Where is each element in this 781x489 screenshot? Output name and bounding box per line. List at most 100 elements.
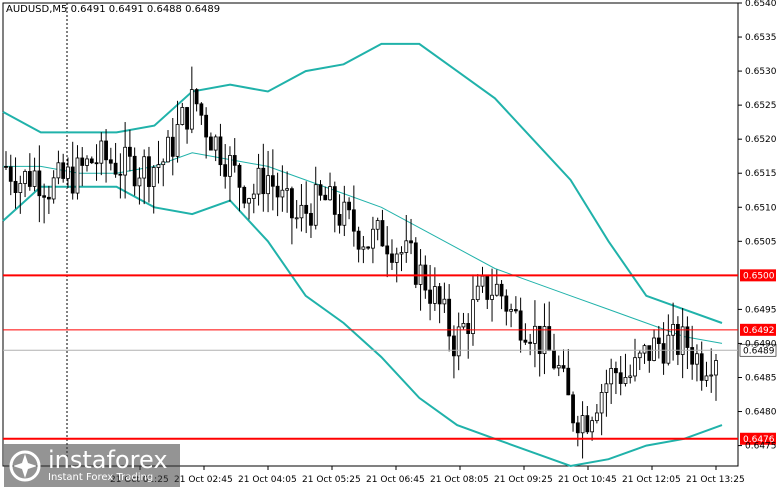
x-tick-label: 21 Oct 13:25 <box>686 475 745 485</box>
candle <box>347 197 351 220</box>
candle <box>170 117 175 176</box>
candle <box>108 147 113 171</box>
candle <box>213 134 218 162</box>
candle <box>61 153 66 183</box>
candle <box>571 391 575 432</box>
candle <box>699 341 704 391</box>
candle <box>361 235 366 264</box>
candle <box>528 333 533 356</box>
candle <box>147 146 151 203</box>
plot-frame <box>2 2 739 467</box>
candle <box>513 296 518 314</box>
candle <box>351 185 356 247</box>
candle <box>423 255 428 299</box>
candle <box>661 322 666 375</box>
candle <box>637 350 642 371</box>
candle <box>13 157 18 209</box>
candle <box>337 194 342 234</box>
candle <box>680 308 685 379</box>
candle <box>652 329 656 362</box>
candle <box>585 405 590 435</box>
candle <box>509 303 514 328</box>
candle <box>275 172 280 217</box>
candle <box>94 144 99 181</box>
candle <box>75 145 80 200</box>
candle <box>590 416 595 441</box>
candle <box>132 147 137 196</box>
candle <box>270 149 275 211</box>
candle <box>46 185 51 214</box>
candle <box>70 141 75 200</box>
instaforex-logo-icon <box>9 450 41 481</box>
candle <box>299 184 304 232</box>
level-label: 0.6492 <box>743 326 775 336</box>
candle <box>51 170 56 204</box>
candle <box>542 303 547 375</box>
y-tick-label: 0.6540 <box>745 0 777 9</box>
candle <box>104 129 108 183</box>
x-tick-label: 21 Oct 10:45 <box>558 475 617 485</box>
candle <box>166 130 170 163</box>
candle <box>323 186 328 201</box>
candle <box>42 183 47 224</box>
candle <box>37 145 42 223</box>
candle <box>523 323 528 345</box>
candle <box>604 369 609 417</box>
candle <box>137 167 142 205</box>
candle <box>656 325 661 359</box>
candle <box>80 147 85 187</box>
candle <box>185 106 189 144</box>
chart-title: AUDUSD,M5 0.6491 0.6491 0.6488 0.6489 <box>6 4 221 15</box>
candle <box>256 153 261 206</box>
y-tick-label: 0.6475 <box>745 442 777 452</box>
candle <box>566 348 571 396</box>
candle <box>318 180 323 201</box>
candle <box>127 129 132 172</box>
candle <box>237 163 242 212</box>
candle <box>175 100 180 163</box>
bollinger-upper-band <box>2 42 723 324</box>
candle <box>208 132 213 151</box>
candle <box>366 246 371 250</box>
candle <box>247 197 251 220</box>
candle <box>380 209 385 247</box>
y-tick-label: 0.6515 <box>745 169 777 179</box>
candle <box>266 150 270 213</box>
candle <box>675 316 680 366</box>
candle <box>504 289 509 326</box>
candle <box>218 123 223 176</box>
candle <box>18 175 23 214</box>
x-tick-label: 21 Oct 09:25 <box>494 475 553 485</box>
level-label: 0.6476 <box>743 435 775 445</box>
y-tick-label: 0.6530 <box>745 67 777 77</box>
candle <box>404 214 409 263</box>
candle <box>123 122 128 199</box>
candle <box>714 353 718 401</box>
candle <box>199 102 204 125</box>
candle <box>223 144 228 189</box>
candle <box>618 355 623 396</box>
candle <box>413 237 418 289</box>
candle <box>633 338 637 382</box>
instaforex-logo: instaforex Instant Forex Trading <box>4 444 180 487</box>
candle <box>304 181 309 234</box>
y-tick-label: 0.6485 <box>745 373 777 383</box>
candle <box>437 282 442 324</box>
candle <box>204 107 209 159</box>
candle <box>456 312 461 371</box>
level-label-bg <box>740 432 776 445</box>
candle <box>709 348 714 393</box>
candle <box>156 140 161 184</box>
candle <box>452 325 456 379</box>
y-tick-label: 0.6480 <box>745 408 777 418</box>
candle <box>685 316 690 370</box>
candle <box>32 157 37 192</box>
candle <box>561 349 566 373</box>
logo-tagline: Instant Forex Trading <box>48 471 154 483</box>
candle <box>56 150 61 185</box>
candle <box>118 153 123 199</box>
candle <box>89 156 94 165</box>
candle <box>461 312 466 330</box>
candle <box>642 343 647 364</box>
